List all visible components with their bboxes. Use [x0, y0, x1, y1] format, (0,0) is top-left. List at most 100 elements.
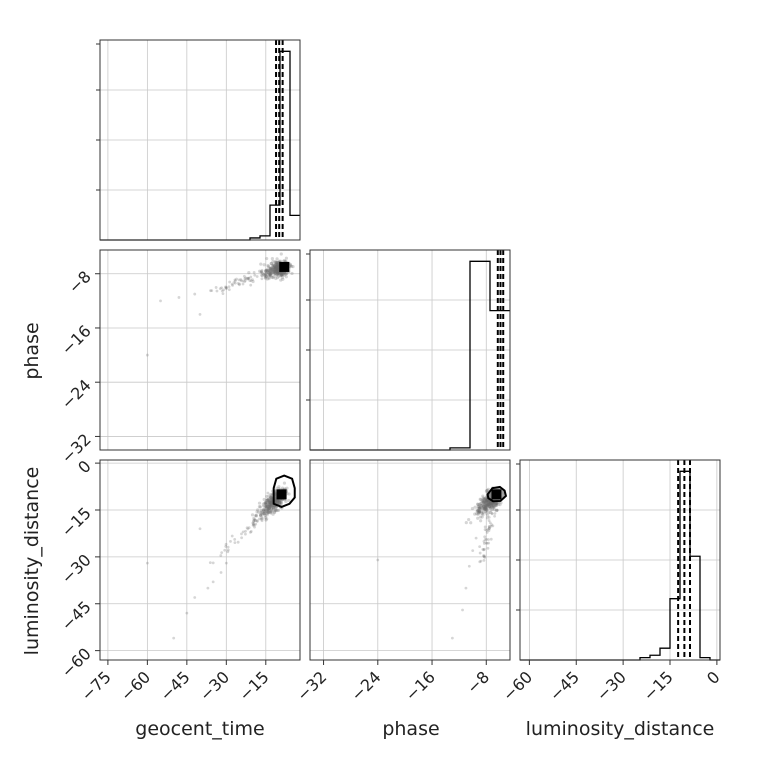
- sample-point: [490, 512, 494, 516]
- sample-point: [276, 270, 280, 275]
- sample-point: [279, 272, 284, 277]
- sample-point: [287, 492, 291, 496]
- sample-point: [479, 519, 483, 523]
- sample-point: [271, 506, 276, 510]
- xtick-label-phase: −16: [402, 667, 439, 704]
- xtick-label-luminosity-distance: −30: [593, 667, 630, 704]
- sample-point: [274, 264, 278, 268]
- sample-point: [274, 508, 278, 512]
- sample-point: [253, 518, 257, 523]
- sample-point: [274, 262, 279, 266]
- sample-point: [482, 506, 486, 511]
- sample-point: [239, 279, 243, 283]
- sample-point: [489, 524, 493, 528]
- sample-point: [491, 506, 495, 510]
- sample-point: [269, 500, 273, 504]
- sample-point: [482, 500, 486, 504]
- sample-point: [484, 506, 488, 510]
- sample-point: [283, 271, 287, 275]
- sample-point: [270, 275, 274, 279]
- sample-point: [264, 501, 268, 505]
- sample-point: [246, 277, 250, 281]
- sample-point: [475, 512, 479, 516]
- sample-point: [275, 267, 279, 271]
- xtick-label-geocent-time: −15: [235, 667, 272, 704]
- sample-point: [222, 288, 225, 292]
- sample-point: [483, 503, 487, 507]
- sample-point: [268, 269, 272, 273]
- sample-point: [482, 547, 486, 551]
- sample-point: [267, 502, 271, 506]
- sample-point: [275, 266, 279, 270]
- sample-point: [264, 518, 268, 522]
- sample-point: [276, 272, 280, 277]
- sample-point: [267, 498, 271, 502]
- sample-point: [262, 509, 266, 513]
- sample-point: [264, 269, 267, 273]
- sample-point: [272, 275, 276, 279]
- sample-point: [258, 512, 263, 517]
- sample-point: [491, 524, 495, 528]
- sample-point: [272, 269, 276, 274]
- sample-point: [275, 265, 279, 268]
- sample-point: [267, 504, 271, 508]
- sample-point: [220, 286, 223, 290]
- sample-point: [265, 513, 269, 517]
- sample-point: [268, 503, 272, 508]
- sample-point: [492, 504, 496, 508]
- sample-point: [488, 501, 492, 506]
- sample-point: [269, 509, 274, 513]
- sample-point: [487, 538, 490, 541]
- sample-point: [269, 500, 274, 505]
- sample-point: [257, 510, 261, 514]
- sample-point: [272, 269, 276, 273]
- sample-point: [478, 506, 482, 511]
- sample-point: [263, 510, 266, 514]
- sample-point: [484, 500, 488, 504]
- sample-point: [275, 272, 279, 277]
- sample-point: [495, 508, 499, 512]
- sample-point: [483, 500, 487, 505]
- sample-point: [485, 508, 489, 512]
- sample-point: [487, 511, 491, 515]
- sample-point: [219, 554, 223, 557]
- sample-point: [485, 499, 489, 503]
- sample-point: [272, 272, 276, 276]
- sample-point: [267, 494, 271, 498]
- sample-point: [485, 488, 489, 493]
- sample-point: [484, 511, 488, 515]
- sample-point: [193, 292, 197, 296]
- sample-point: [276, 266, 280, 270]
- sample-point: [279, 271, 283, 275]
- sample-point: [257, 501, 262, 505]
- sample-point: [266, 510, 270, 514]
- sample-point: [262, 497, 266, 502]
- sample-point: [279, 500, 283, 504]
- sample-point: [274, 265, 278, 270]
- sample-point: [482, 539, 486, 543]
- sample-point: [269, 495, 273, 499]
- sample-point: [487, 524, 491, 528]
- sample-point: [263, 505, 267, 509]
- sample-point: [273, 271, 277, 275]
- sample-point: [270, 271, 275, 275]
- sample-point: [489, 505, 494, 509]
- xtick-label-phase: −24: [347, 667, 384, 704]
- sample-point: [268, 273, 272, 277]
- sample-point: [487, 502, 492, 506]
- sample-point: [490, 504, 493, 507]
- sample-point: [260, 269, 264, 274]
- ytick-label-luminosity-distance: −15: [58, 503, 95, 540]
- sample-point: [227, 288, 231, 292]
- sample-point: [487, 499, 491, 503]
- sample-point: [479, 501, 483, 505]
- sample-point: [271, 269, 275, 273]
- sample-point: [224, 285, 228, 289]
- sample-point: [485, 538, 488, 541]
- sample-point: [485, 499, 489, 503]
- sample-point: [266, 507, 271, 511]
- sample-point: [483, 507, 487, 511]
- sample-point: [172, 636, 176, 640]
- sample-point: [276, 272, 280, 276]
- sample-point: [485, 528, 489, 532]
